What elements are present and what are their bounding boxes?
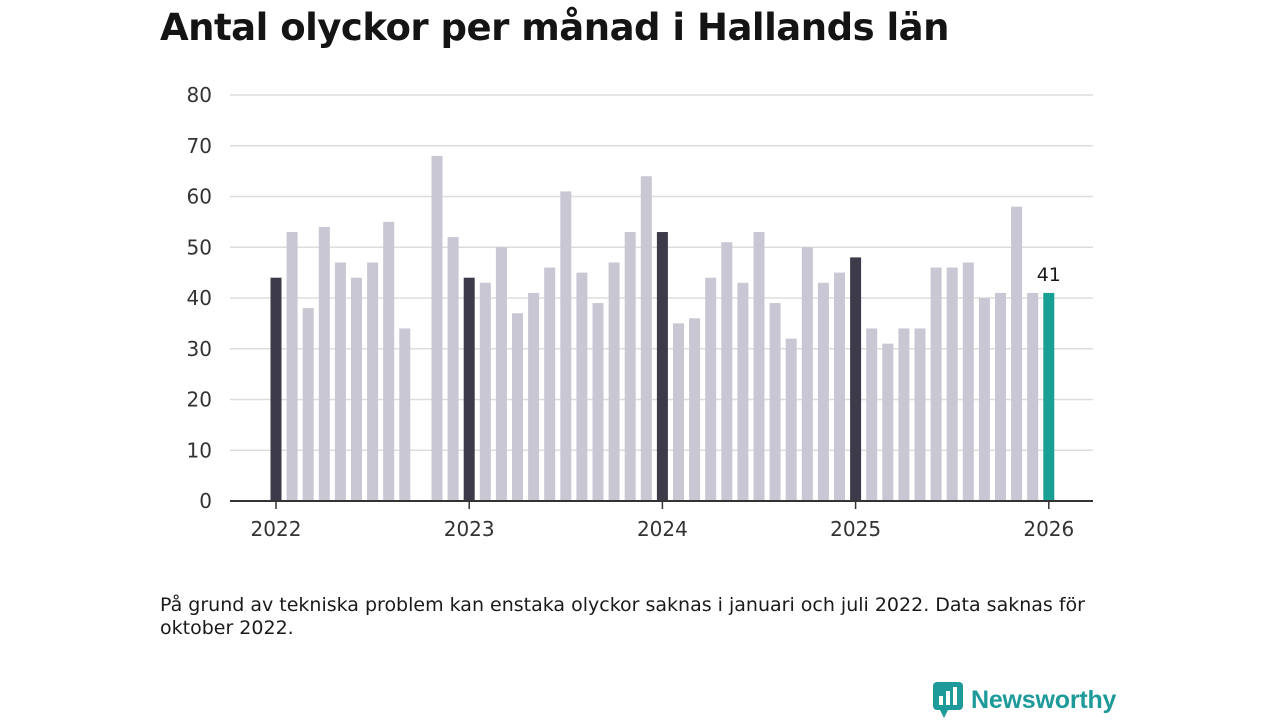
bar-2024-10[interactable]: [801, 247, 813, 501]
newsworthy-logo-icon: [933, 682, 963, 718]
y-tick-label: 10: [187, 438, 212, 462]
bar-2023-09[interactable]: [592, 303, 604, 501]
bar-2022-06[interactable]: [351, 277, 362, 501]
y-tick-label: 20: [187, 388, 212, 412]
bar-2025-12[interactable]: [1027, 292, 1039, 501]
bar-2023-01[interactable]: [463, 277, 475, 501]
y-tick-label: 40: [187, 286, 212, 310]
chart-title: Antal olyckor per månad i Hallands län: [160, 6, 949, 49]
y-tick-label: 70: [187, 134, 212, 158]
bar-2025-10[interactable]: [995, 292, 1006, 501]
bars: [270, 155, 1055, 502]
bar-2025-02[interactable]: [866, 328, 878, 501]
annotations: 41: [1037, 264, 1061, 286]
y-tick-label: 80: [187, 83, 212, 107]
bar-2024-07[interactable]: [753, 232, 765, 501]
bar-2024-09[interactable]: [785, 338, 797, 501]
bar-2023-07[interactable]: [560, 191, 572, 501]
bar-2023-10[interactable]: [608, 262, 620, 501]
y-tick-label: 30: [187, 337, 212, 361]
x-tick-label: 2023: [444, 517, 495, 541]
x-tick-label: 2024: [637, 517, 688, 541]
x-axis-labels: 2022 2023 2024 2025 2026: [251, 501, 1074, 541]
bar-2024-02[interactable]: [673, 323, 684, 502]
bar-2025-05[interactable]: [914, 328, 926, 501]
y-tick-label: 0: [199, 489, 212, 513]
footnote: På grund av tekniska problem kan enstaka…: [160, 594, 1085, 639]
bar-2024-03[interactable]: [689, 318, 701, 501]
y-tick-label: 50: [187, 235, 212, 259]
bar-2026-01[interactable]: [1043, 292, 1055, 501]
bar-2022-03[interactable]: [302, 308, 314, 501]
bar-2022-04[interactable]: [318, 226, 330, 501]
bar-2023-11[interactable]: [624, 232, 636, 501]
bar-2022-01[interactable]: [270, 277, 282, 501]
bar-chart: 0 10 20 30 40 50 60 70 80 2022 2023 2024 2025 2026 4…: [187, 83, 1093, 541]
bar-2025-04[interactable]: [898, 328, 910, 501]
bar-2025-11[interactable]: [1011, 206, 1023, 501]
brand-logo[interactable]: Newsworthy: [933, 682, 1117, 718]
bar-2024-01[interactable]: [656, 232, 668, 501]
bar-2025-03[interactable]: [882, 343, 894, 501]
bar-2023-03[interactable]: [495, 247, 507, 501]
bar-2022-08[interactable]: [383, 221, 395, 502]
bar-2022-11[interactable]: [431, 155, 443, 501]
bar-2025-01[interactable]: [850, 257, 862, 501]
bar-2023-05[interactable]: [528, 292, 540, 501]
bar-2023-06[interactable]: [544, 267, 556, 501]
x-tick-label: 2022: [251, 517, 302, 541]
bar-2024-11[interactable]: [817, 282, 829, 501]
bar-2025-07[interactable]: [946, 267, 958, 501]
bar-2022-09[interactable]: [399, 328, 411, 501]
x-tick-label: 2026: [1023, 517, 1074, 541]
data-label: 41: [1037, 264, 1061, 286]
bar-2025-09[interactable]: [978, 298, 990, 501]
y-axis-labels: 0 10 20 30 40 50 60 70 80: [187, 83, 212, 513]
bar-2024-04[interactable]: [705, 277, 717, 501]
bar-2023-08[interactable]: [576, 272, 588, 502]
bar-2024-06[interactable]: [737, 282, 749, 501]
bar-2024-12[interactable]: [834, 272, 845, 502]
bar-2023-12[interactable]: [640, 176, 652, 501]
bar-2024-05[interactable]: [721, 242, 733, 501]
x-tick-label: 2025: [830, 517, 881, 541]
bar-2024-08[interactable]: [769, 303, 781, 501]
bar-2025-06[interactable]: [930, 267, 942, 501]
bar-2022-12[interactable]: [447, 237, 459, 501]
y-tick-label: 60: [187, 185, 212, 209]
bar-2023-02[interactable]: [479, 282, 491, 501]
bar-2023-04[interactable]: [512, 313, 523, 501]
bar-2022-05[interactable]: [334, 262, 346, 501]
bar-2025-08[interactable]: [962, 262, 974, 501]
bar-2022-07[interactable]: [367, 262, 379, 501]
brand-name: Newsworthy: [971, 685, 1117, 714]
bar-2022-02[interactable]: [286, 232, 298, 501]
